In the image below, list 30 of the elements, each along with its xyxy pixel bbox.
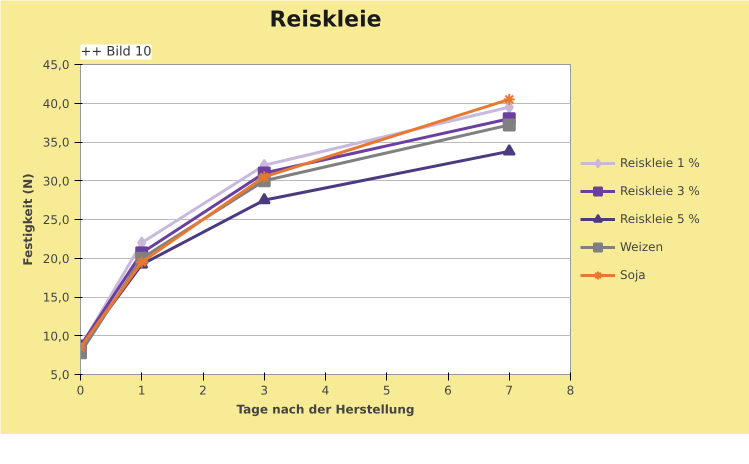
- y-tick-label: 45,0: [42, 58, 70, 72]
- x-tick-label: 6: [444, 384, 452, 398]
- x-tick-label: 2: [199, 384, 207, 398]
- legend-label: Soja: [620, 268, 646, 282]
- y-tick-label: 30,0: [42, 174, 70, 188]
- point: [502, 118, 516, 132]
- legend-label: Reiskleie 5 %: [620, 212, 700, 226]
- chart-title: Reiskleie: [269, 8, 382, 32]
- y-tick-label: 25,0: [42, 213, 70, 227]
- x-tick-label: 7: [505, 384, 514, 398]
- x-tick-label: 0: [76, 384, 84, 398]
- x-tick-label: 1: [138, 384, 146, 398]
- y-tick-label: 20,0: [42, 252, 70, 266]
- x-axis-title: Tage nach der Herstellung: [236, 402, 414, 416]
- x-tick-label: 8: [566, 384, 574, 398]
- legend-label: Reiskleie 3 %: [620, 184, 700, 198]
- text: ++ Bild 10: [80, 44, 152, 60]
- point: [502, 92, 516, 106]
- point: [258, 170, 271, 184]
- y-tick-label: 5,0: [50, 368, 70, 382]
- legend-label: Weizen: [620, 240, 664, 254]
- y-tick-label: 10,0: [42, 329, 70, 344]
- x-tick-label: 4: [322, 384, 330, 398]
- x-tick-label: 5: [382, 384, 391, 398]
- x-tick-label: 3: [260, 384, 268, 398]
- y-tick-label: 15,0: [42, 290, 70, 304]
- legend-label: Reiskleie 1 %: [620, 156, 700, 170]
- y-tick-label: 40,0: [42, 96, 70, 111]
- y-axis-title: Festigkeit (N): [20, 173, 35, 266]
- y-tick-label: 35,0: [42, 136, 70, 150]
